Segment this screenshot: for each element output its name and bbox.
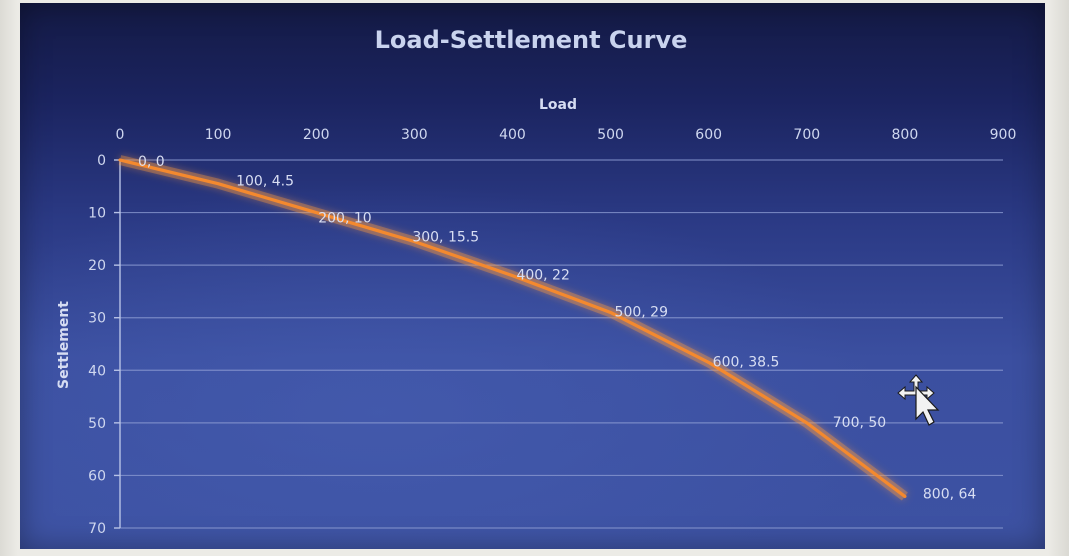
x-axis-title: Load [539,97,577,113]
data-label: 600, 38.5 [713,354,780,370]
data-label: 100, 4.5 [236,174,294,190]
x-tick-label: 0 [116,127,125,143]
x-tick-label: 300 [401,127,428,143]
x-axis-ticks: 0 100 200 300 400 500 600 700 800 900 [116,127,1017,143]
data-label: 400, 22 [516,268,569,284]
data-series[interactable] [118,155,908,501]
data-label: 200, 10 [318,211,371,227]
y-tick-label: 50 [88,416,106,432]
x-tick-label: 500 [597,127,624,143]
y-axis-ticks: 0 10 20 30 40 50 60 70 [88,153,120,537]
y-tick-label: 30 [88,311,106,327]
data-label: 800, 64 [923,486,977,502]
y-tick-label: 40 [88,363,106,379]
x-tick-label: 800 [892,127,919,143]
data-label: 700, 50 [833,415,886,431]
y-tick-label: 0 [97,153,106,169]
data-labels: 0, 0 100, 4.5 200, 10 300, 15.5 400, 22 500, … [138,154,976,502]
move-cursor-icon [897,374,940,426]
y-tick-label: 10 [88,206,106,222]
series-line-glow [118,155,908,501]
data-label: 0, 0 [138,154,165,170]
x-tick-label: 700 [793,127,820,143]
y-tick-label: 60 [88,468,106,484]
x-tick-label: 200 [303,127,330,143]
x-tick-label: 600 [695,127,722,143]
x-tick-label: 100 [205,127,232,143]
gridlines [120,159,1003,529]
data-label: 500, 29 [615,304,668,320]
series-line[interactable] [118,158,907,499]
chart-area[interactable] [20,3,1045,549]
y-axis-title: Settlement [56,301,72,389]
y-tick-label: 20 [88,258,106,274]
chart-title: Load-Settlement Curve [375,26,688,54]
y-tick-label: 70 [88,521,106,537]
x-tick-label: 900 [990,127,1017,143]
data-label: 300, 15.5 [412,229,479,245]
x-tick-label: 400 [499,127,526,143]
